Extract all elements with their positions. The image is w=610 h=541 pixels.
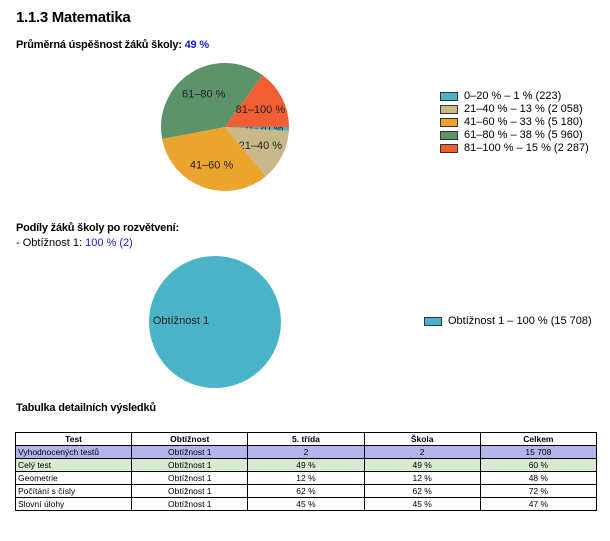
legend-label: 21–40 % – 13 % (2 058): [464, 103, 583, 115]
col-header-difficulty: Obtížnost: [131, 432, 249, 446]
col-header-test: Test: [14, 432, 133, 446]
cell-school: 12 %: [363, 471, 481, 485]
success-legend: 0–20 % – 1 % (223) 21–40 % – 13 % (2 058)…: [440, 90, 605, 160]
table-row: Geometrie Obtížnost 1 12 % 12 % 48 %: [14, 471, 598, 485]
legend-swatch: [440, 117, 458, 127]
legend-item-0-20: 0–20 % – 1 % (223): [440, 90, 561, 102]
cell-class: 45 %: [247, 497, 365, 511]
cell-school: 45 %: [363, 497, 481, 511]
cell-test: Vyhodnocených testů: [14, 445, 133, 459]
branch-item-value: 100 % (2): [85, 237, 133, 249]
legend-item-obt-nost-1: Obtížnost 1 – 100 % (15 708): [424, 315, 592, 327]
legend-label: 81–100 % – 15 % (2 287): [464, 142, 589, 154]
legend-label: 0–20 % – 1 % (223): [464, 90, 562, 102]
cell-test: Geometrie: [14, 471, 133, 485]
section-heading: 1.1.3 Matematika: [16, 9, 131, 26]
branch-title: Podíly žáků školy po rozvětvení:: [16, 222, 179, 234]
success-line: Průměrná úspěšnost žáků školy: 49 %: [16, 39, 209, 51]
table-header-row: Test Obtížnost 5. třída Škola Celkem: [14, 432, 598, 446]
legend-swatch: [440, 130, 458, 140]
cell-total: 60 %: [479, 458, 598, 472]
legend-swatch: [424, 316, 442, 326]
pie-label-41-60: 41–60 %: [190, 159, 234, 171]
pie-label-61-80: 61–80 %: [182, 88, 226, 100]
cell-difficulty: Obtížnost 1: [131, 484, 249, 498]
legend-item-21-40: 21–40 % – 13 % (2 058): [440, 103, 583, 115]
cell-difficulty: Obtížnost 1: [131, 445, 249, 459]
branch-legend: Obtížnost 1 – 100 % (15 708): [424, 315, 604, 329]
cell-total: 15 708: [479, 445, 598, 459]
cell-total: 72 %: [479, 484, 598, 498]
cell-total: 48 %: [479, 471, 598, 485]
cell-test: Slovní úlohy: [14, 497, 133, 511]
pie-slice-41-60: [162, 127, 266, 191]
col-header-school: Škola: [363, 432, 481, 446]
pie-slice-0-20: [225, 127, 289, 132]
legend-swatch: [440, 91, 458, 101]
cell-test: Počítání s čísly: [14, 484, 133, 498]
pie-slice-61-80: [161, 63, 263, 139]
legend-item-41-60: 41–60 % – 33 % (5 180): [440, 116, 583, 128]
success-pie-chart: 0–20 % 21–40 % 41–60 % 61–80 % 81–100 %: [161, 63, 289, 191]
pie-slice-obt-nost-1: [149, 256, 281, 388]
cell-class: 12 %: [247, 471, 365, 485]
cell-school: 49 %: [363, 458, 481, 472]
cell-total: 47 %: [479, 497, 598, 511]
cell-test: Celý test: [14, 458, 133, 472]
cell-difficulty: Obtížnost 1: [131, 471, 249, 485]
col-header-class: 5. třída: [247, 432, 365, 446]
legend-label: Obtížnost 1 – 100 % (15 708): [448, 315, 592, 327]
cell-difficulty: Obtížnost 1: [131, 497, 249, 511]
table-row: Počítání s čísly Obtížnost 1 62 % 62 % 7…: [14, 484, 598, 498]
pie-label-21-40: 21–40 %: [239, 140, 283, 152]
legend-swatch: [440, 104, 458, 114]
pie-slice-21-40: [225, 127, 289, 177]
legend-item-81-100: 81–100 % – 15 % (2 287): [440, 142, 589, 154]
success-label: Průměrná úspěšnost žáků školy:: [16, 39, 182, 51]
results-table: Test Obtížnost 5. třída Škola Celkem Vyh…: [14, 432, 598, 511]
branch-item: - Obtížnost 1: 100 % (2): [16, 237, 133, 249]
legend-item-61-80: 61–80 % – 38 % (5 960): [440, 129, 583, 141]
legend-label: 41–60 % – 33 % (5 180): [464, 116, 583, 128]
table-row: Celý test Obtížnost 1 49 % 49 % 60 %: [14, 458, 598, 472]
table-row: Slovní úlohy Obtížnost 1 45 % 45 % 47 %: [14, 497, 598, 511]
table-title: Tabulka detailních výsledků: [16, 402, 156, 414]
success-value: 49 %: [184, 39, 209, 51]
pie-label-0-20: 0–20 %: [246, 123, 284, 135]
cell-class: 62 %: [247, 484, 365, 498]
pie-label-obt-nost-1: Obtížnost 1: [153, 315, 209, 327]
cell-school: 2: [363, 445, 481, 459]
legend-label: 61–80 % – 38 % (5 960): [464, 129, 583, 141]
col-header-total: Celkem: [479, 432, 598, 446]
pie-slice-81-100: [225, 75, 289, 127]
table-row: Vyhodnocených testů Obtížnost 1 2 2 15 7…: [14, 445, 598, 459]
legend-swatch: [440, 143, 458, 153]
cell-difficulty: Obtížnost 1: [131, 458, 249, 472]
cell-school: 62 %: [363, 484, 481, 498]
branch-pie-chart: Obtížnost 1: [149, 256, 281, 388]
pie-label-81-100: 81–100 %: [236, 104, 286, 116]
cell-class: 49 %: [247, 458, 365, 472]
cell-class: 2: [247, 445, 365, 459]
branch-item-label: - Obtížnost 1:: [16, 237, 83, 249]
